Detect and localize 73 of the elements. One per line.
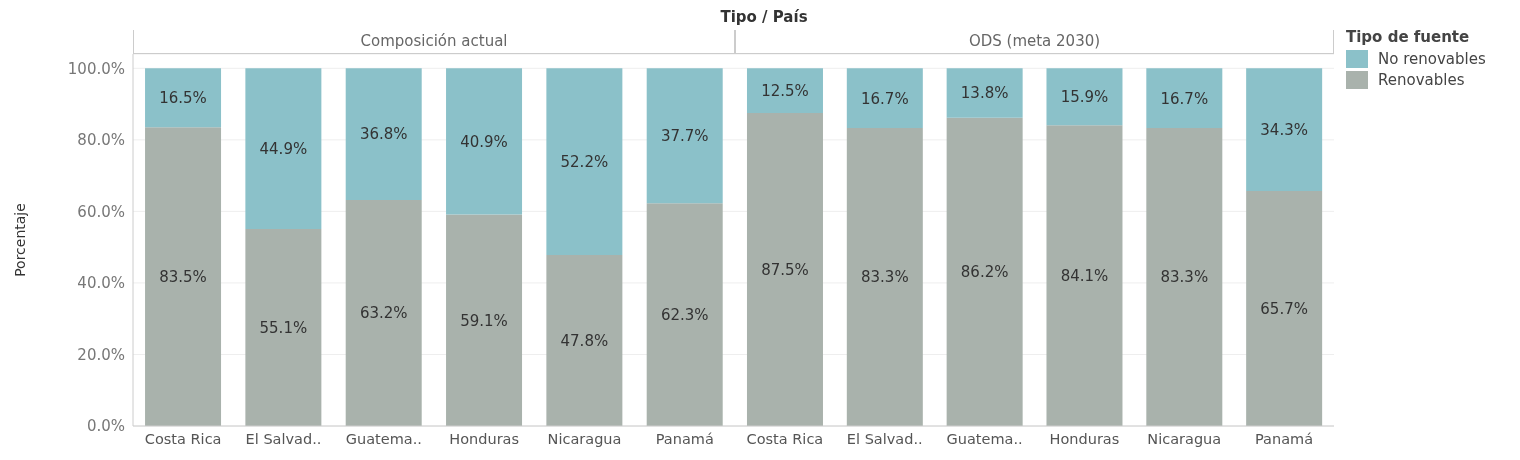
bar: [145, 127, 222, 426]
x-tick-label: Panamá: [655, 431, 714, 448]
bar: [746, 113, 823, 426]
y-tick-label: 80.0%: [77, 131, 125, 150]
bar: [145, 68, 222, 128]
bar: [446, 214, 523, 426]
data-label: 84.1%: [1060, 266, 1109, 285]
bar: [946, 117, 1023, 426]
data-label: 86.2%: [960, 263, 1009, 282]
legend-label: No renovables: [1378, 50, 1486, 68]
chart-title: ODS (meta 2030): [735, 30, 1334, 54]
bar: [1046, 125, 1123, 426]
bar: [1146, 128, 1223, 426]
bar: [345, 199, 422, 426]
data-label: 16.7%: [860, 89, 909, 108]
data-label: 62.3%: [660, 305, 709, 324]
x-tick-label: Costa Rica: [746, 431, 824, 448]
bar: [646, 203, 723, 426]
x-tick-label: Honduras: [1049, 431, 1120, 448]
x-tick-label: El Salvad..: [245, 431, 322, 448]
data-label: 65.7%: [1260, 299, 1308, 318]
text: Tipo / País: [720, 8, 808, 26]
data-label: 55.1%: [259, 318, 308, 337]
bar: [1246, 68, 1323, 191]
bar: [746, 68, 823, 114]
bar: [1246, 191, 1323, 426]
x-tick-label: Guatema..: [345, 431, 422, 448]
legend-label: Renovables: [1378, 71, 1465, 89]
y-tick-label: 20.0%: [77, 345, 125, 364]
data-label: 52.2%: [560, 152, 609, 171]
bar: [546, 255, 623, 426]
data-label: 59.1%: [460, 311, 508, 330]
data-label: 63.2%: [359, 304, 408, 323]
legend-title: Tipo de fuente: [1346, 28, 1471, 46]
x-tick-label: Panamá: [1255, 431, 1314, 448]
x-tick-label: El Salvad..: [846, 431, 923, 448]
y-axis-title: Porcentaje: [12, 203, 28, 277]
data-label: 83.5%: [159, 267, 207, 286]
x-tick-label: Honduras: [449, 431, 520, 448]
y-tick-label: 40.0%: [77, 274, 125, 293]
bar: [846, 128, 923, 426]
bar: [546, 68, 623, 256]
data-label: 13.8%: [960, 84, 1009, 103]
data-label: 16.7%: [1160, 89, 1209, 108]
bar: [446, 68, 523, 215]
y-tick-label: 60.0%: [77, 202, 125, 221]
data-label: 47.8%: [560, 331, 609, 350]
bar: [245, 68, 322, 229]
y-tick-label: 0.0%: [86, 417, 125, 436]
data-label: 37.7%: [660, 127, 709, 146]
data-label: 40.9%: [460, 132, 508, 151]
bar: [946, 68, 1023, 118]
data-label: 16.5%: [159, 89, 207, 108]
x-tick-label: Nicaragua: [1147, 431, 1222, 448]
y-tick-label: 100.0%: [67, 59, 125, 78]
chart-title: Composición actual: [133, 30, 735, 54]
data-label: 44.9%: [259, 139, 308, 158]
x-tick-label: Nicaragua: [547, 431, 622, 448]
data-label: 34.3%: [1260, 120, 1308, 139]
bar: [1046, 68, 1123, 126]
data-label: 87.5%: [761, 260, 809, 279]
data-label: 36.8%: [359, 125, 408, 144]
data-label: 83.3%: [1160, 268, 1209, 287]
bar: [1146, 68, 1223, 129]
bar: [646, 68, 723, 204]
x-tick-label: Guatema..: [946, 431, 1023, 448]
x-tick-label: Costa Rica: [144, 431, 222, 448]
bar: [846, 68, 923, 129]
data-label: 15.9%: [1060, 88, 1109, 107]
bar: [245, 228, 322, 426]
bar: [345, 68, 422, 200]
data-label: 83.3%: [860, 268, 909, 287]
data-label: 12.5%: [761, 81, 809, 100]
